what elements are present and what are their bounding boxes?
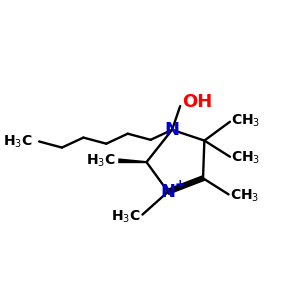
Text: N: N: [165, 121, 180, 139]
Text: +: +: [175, 178, 185, 191]
Text: OH: OH: [182, 93, 213, 111]
Text: H$_3$C: H$_3$C: [3, 133, 32, 150]
Text: CH$_3$: CH$_3$: [230, 188, 259, 204]
Text: CH$_3$: CH$_3$: [231, 112, 261, 129]
Text: H$_3$C: H$_3$C: [86, 153, 116, 169]
Polygon shape: [118, 158, 147, 163]
Text: H$_3$C: H$_3$C: [111, 209, 141, 226]
Text: CH$_3$: CH$_3$: [231, 150, 261, 166]
Text: N: N: [160, 183, 175, 201]
